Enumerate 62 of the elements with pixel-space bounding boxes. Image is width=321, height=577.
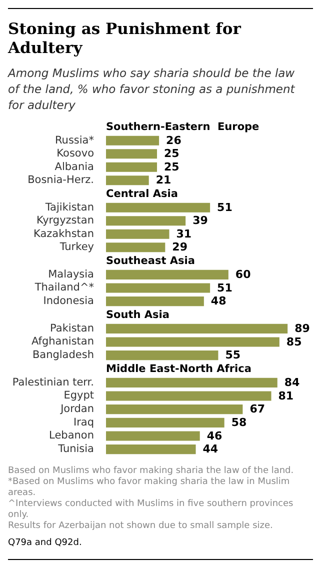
y-tick-label: Lebanon [49, 430, 94, 442]
y-tick-label: Bosnia-Herz. [28, 174, 94, 186]
data-label: 29 [172, 240, 188, 254]
data-label: 60 [235, 268, 252, 282]
text: Results for Azerbaijan not shown due to small sample size. [8, 521, 274, 532]
y-tick-label: Pakistan [50, 322, 94, 334]
y-tick-label: Afghanistan [31, 336, 94, 348]
data-label: 25 [164, 160, 180, 174]
data-label: 89 [294, 322, 310, 336]
text: Southern-Eastern Europe [105, 121, 260, 134]
y-tick-label: Albania [54, 160, 94, 173]
text: Q79a and Q92d. [8, 538, 83, 549]
y-tick-label: Kyrgyzstan [36, 214, 94, 227]
y-tick-label: Thailand^* [34, 282, 94, 294]
chart-title: South Asia [105, 309, 170, 322]
bar [106, 378, 278, 388]
data-label: 21 [156, 174, 172, 187]
data-label: 55 [225, 348, 241, 362]
bar [106, 229, 170, 239]
text: *Based on Muslims who favor making sharia the law in Muslim areas. [8, 477, 291, 499]
chart-title: Southeast Asia [105, 255, 196, 268]
data-label: 85 [286, 335, 302, 348]
y-tick-label: Bangladesh [32, 349, 94, 362]
y-tick-label: Malaysia [48, 268, 94, 280]
data-label: 81 [278, 389, 294, 402]
y-tick-label: Tajikistan [44, 201, 94, 214]
text: Stoning as Punishment for Adultery [8, 19, 242, 57]
bar [106, 418, 224, 428]
data-label: 26 [166, 134, 182, 147]
text: Based on Muslims who favor making sharia the law of the land. [8, 466, 295, 477]
bar [106, 242, 166, 252]
data-label: 31 [176, 227, 192, 240]
bar [106, 202, 210, 212]
data-label: 67 [250, 402, 266, 416]
y-tick-label: Turkey [58, 241, 94, 254]
text: Among Muslims who say sharia should be the law of the land, % who favor stoning as a punishment for adultery [8, 65, 296, 113]
bar [106, 444, 196, 454]
chart-title: Middle East-North Africa [105, 363, 252, 376]
data-label: 84 [284, 376, 300, 390]
data-label: 48 [210, 294, 226, 308]
y-tick-label: Iraq [73, 416, 94, 428]
y-tick-label: Palestinian terr. [12, 376, 94, 388]
y-tick-label: Indonesia [43, 295, 94, 308]
bar [106, 216, 186, 226]
y-tick-label: Kazakhstan [34, 228, 94, 240]
bar [106, 431, 200, 441]
data-label: 46 [206, 429, 223, 442]
y-tick-label: Egypt [64, 390, 94, 402]
data-label: 25 [164, 147, 180, 160]
data-label: 51 [217, 200, 232, 214]
data-label: 39 [192, 214, 208, 228]
chart-title: Central Asia [105, 188, 179, 201]
data-label: 44 [202, 442, 218, 456]
y-tick-label: Russia* [54, 134, 94, 146]
text: ^Interviews conducted with Muslims in five southern provinces only. [8, 499, 294, 521]
data-label: 51 [217, 281, 232, 294]
data-label: 58 [231, 416, 247, 430]
y-tick-label: Jordan [60, 403, 94, 416]
y-tick-label: Tunisia [57, 443, 94, 456]
bar [106, 391, 272, 401]
bar [106, 404, 243, 414]
y-tick-label: Kosovo [56, 148, 94, 160]
